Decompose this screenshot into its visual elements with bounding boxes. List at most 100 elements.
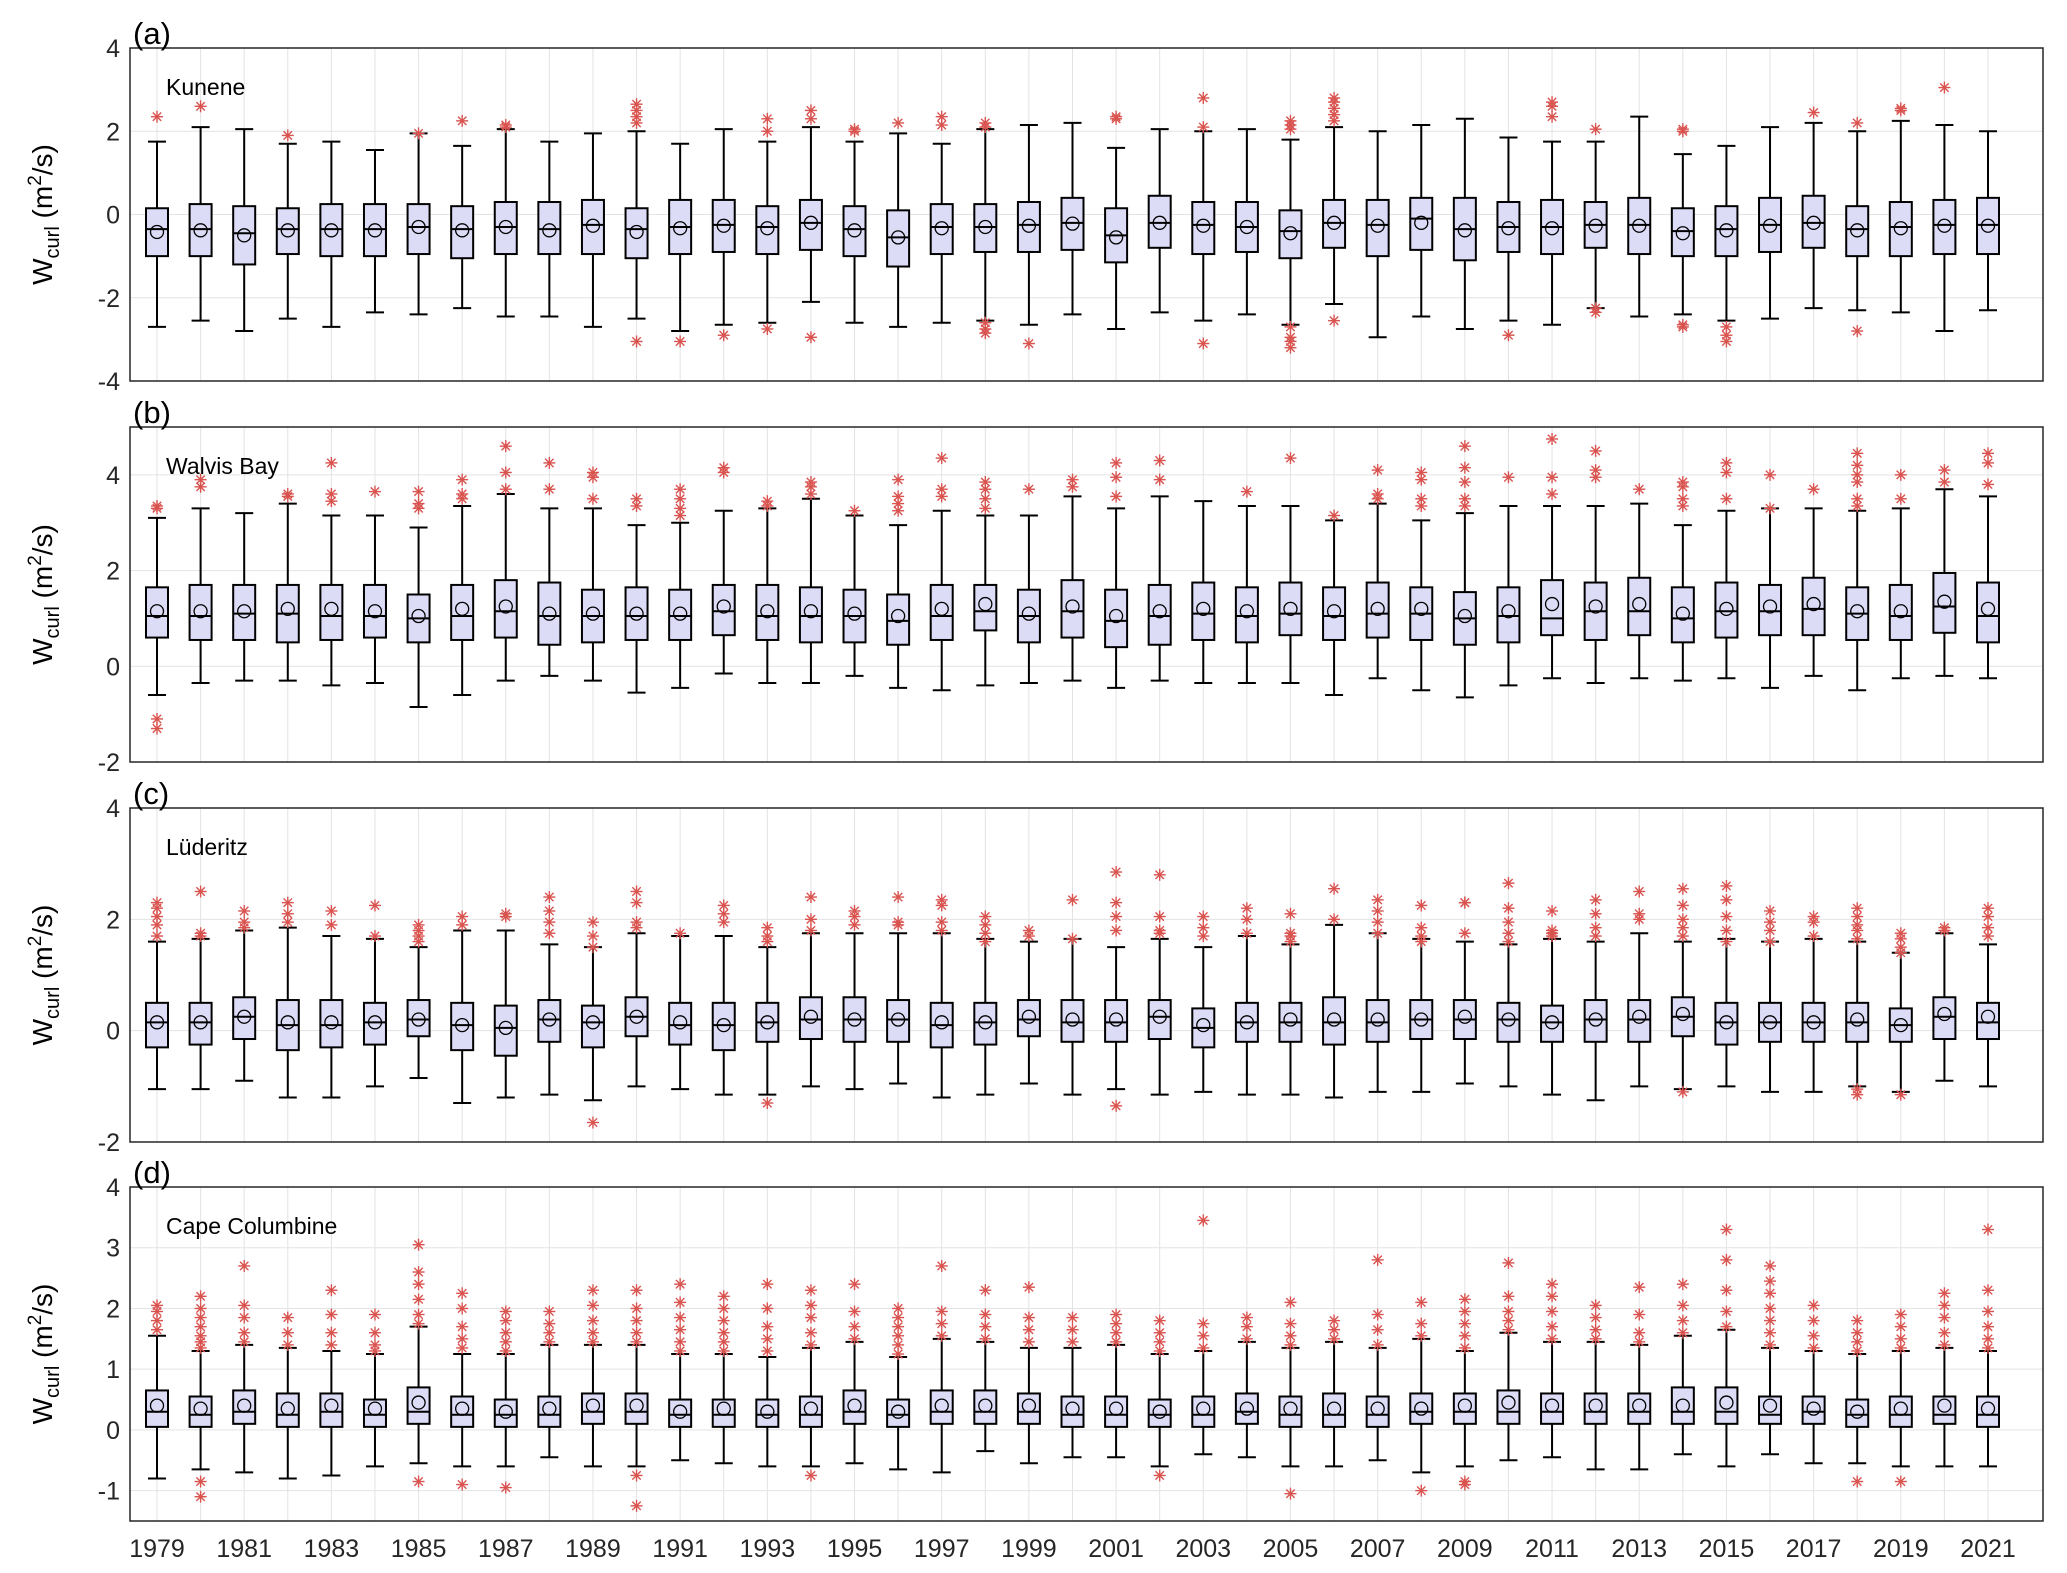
outlier-marker <box>1415 466 1428 479</box>
y-axis-label-main: W <box>27 1018 58 1045</box>
y-tick-label: -4 <box>98 368 120 396</box>
outlier-stroke <box>588 1315 598 1326</box>
outlier-stroke <box>675 1279 685 1289</box>
outlier-stroke <box>1329 1325 1339 1335</box>
outlier-stroke <box>413 1267 424 1277</box>
box-iqr <box>188 1395 213 1428</box>
outlier-stroke <box>1721 1306 1732 1317</box>
box-1986 <box>450 1287 475 1491</box>
outlier-stroke <box>588 917 598 927</box>
mean-marker <box>1239 1015 1255 1030</box>
mean-marker <box>324 601 339 617</box>
outlier-stroke <box>980 503 991 514</box>
outlier-marker <box>1328 314 1341 327</box>
mean-marker <box>149 604 165 619</box>
box-2014 <box>1670 123 1695 333</box>
outlier-stroke <box>1460 1343 1470 1353</box>
outlier-stroke <box>501 1315 511 1326</box>
outlier-marker <box>412 1293 425 1306</box>
box-iqr <box>711 583 736 637</box>
mean-marker <box>498 1020 513 1036</box>
mean-marker <box>1370 601 1385 617</box>
outlier-marker <box>935 1259 948 1272</box>
outlier-marker <box>325 904 338 917</box>
x-tick-label: 1987 <box>478 1535 534 1563</box>
outlier-marker <box>1720 320 1733 333</box>
mean-marker <box>455 601 470 617</box>
mean-marker <box>672 221 688 236</box>
box-iqr <box>1801 1395 1826 1425</box>
box-1997 <box>929 110 954 324</box>
mean-marker <box>280 223 295 238</box>
box-2018 <box>1845 116 1870 338</box>
mean-marker <box>1065 216 1080 231</box>
mean-marker <box>324 223 339 238</box>
box-2013 <box>1627 115 1652 318</box>
outlier-marker <box>717 1326 730 1339</box>
box-iqr <box>1976 1001 2000 1041</box>
outlier-marker <box>892 1329 905 1342</box>
outlier-marker <box>456 1332 469 1345</box>
mean-marker <box>1762 1015 1778 1030</box>
outlier-marker <box>456 1302 469 1315</box>
box-iqr <box>798 198 823 251</box>
outlier-stroke <box>413 128 424 139</box>
outlier-stroke <box>413 1318 424 1329</box>
outlier-stroke <box>762 922 773 933</box>
outlier-marker <box>848 123 861 136</box>
outlier-stroke <box>501 909 511 919</box>
mean-marker <box>1632 596 1647 612</box>
outlier-marker <box>456 1320 469 1333</box>
outlier-marker <box>1807 1341 1820 1354</box>
x-tick-label: 1999 <box>1001 1535 1057 1563</box>
outlier-marker <box>1240 902 1253 915</box>
outlier-marker <box>1851 492 1864 505</box>
outlier-marker <box>368 1338 381 1351</box>
outlier-stroke <box>152 1315 162 1326</box>
y-tick-label: 4 <box>106 462 120 490</box>
mean-marker <box>1850 223 1865 238</box>
outlier-stroke <box>937 491 947 502</box>
box-iqr <box>1409 196 1434 251</box>
outlier-marker <box>674 502 687 515</box>
box-1981 <box>232 512 257 682</box>
outlier-stroke <box>1024 1337 1034 1347</box>
mean-marker <box>760 604 775 619</box>
y-axis-label-sup: 2 <box>25 555 46 566</box>
outlier-marker <box>979 1320 992 1333</box>
outlier-stroke <box>1896 1321 1906 1332</box>
outlier-marker <box>1458 461 1471 474</box>
y-tick-label: -2 <box>98 749 120 777</box>
outlier-marker <box>412 1308 425 1321</box>
outlier-stroke <box>1721 336 1732 347</box>
box-1993 <box>755 112 780 335</box>
box-2020 <box>1932 464 1957 677</box>
mean-marker <box>716 218 731 233</box>
box-iqr <box>1278 1395 1303 1428</box>
outlier-stroke <box>806 914 816 925</box>
outlier-marker <box>1502 916 1515 929</box>
outlier-stroke <box>631 1337 642 1347</box>
outlier-marker <box>1720 924 1733 937</box>
mean-marker <box>1588 218 1603 233</box>
mean-marker <box>1414 215 1429 230</box>
outlier-stroke <box>1590 1300 1601 1311</box>
outlier-stroke <box>544 928 555 938</box>
y-tick-label: -2 <box>98 1129 120 1157</box>
box-iqr <box>275 1392 300 1428</box>
outlier-stroke <box>849 1334 860 1344</box>
box-1993 <box>755 1278 780 1468</box>
y-axis-label-unit-end: /s) <box>27 144 58 175</box>
outlier-stroke <box>457 1479 467 1490</box>
outlier-stroke <box>457 1343 467 1353</box>
outlier-stroke <box>980 1285 991 1295</box>
outlier-marker <box>586 916 599 929</box>
box-1984 <box>362 148 387 314</box>
outlier-marker <box>630 1469 643 1482</box>
outlier-marker <box>586 930 599 943</box>
outlier-stroke <box>1896 1089 1906 1100</box>
outlier-stroke <box>1721 1255 1732 1265</box>
box-iqr <box>1845 205 1870 258</box>
box-2001 <box>1104 456 1129 689</box>
box-iqr <box>232 205 257 266</box>
